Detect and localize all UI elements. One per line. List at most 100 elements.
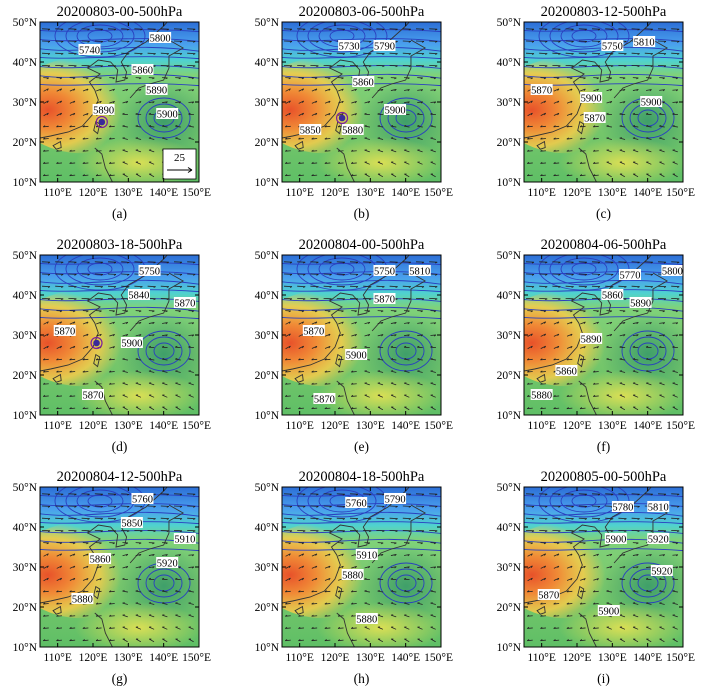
contour-label: 5920 (651, 567, 672, 578)
panel-h: 20200804-18-500hPa 5760 5790 5910 5880 5880 50… (255, 469, 453, 686)
x-tick-label: 110°E (43, 652, 71, 664)
panel-title: 20200804-12-500hPa (57, 469, 183, 485)
contour-label-bg (661, 265, 683, 276)
x-tick-label: 110°E (285, 652, 313, 664)
x-tick-label: 140°E (633, 652, 662, 664)
y-tick-label: 10°N (13, 410, 38, 422)
contour-label: 5890 (581, 335, 602, 346)
panel-title: 20200804-18-500hPa (299, 469, 425, 485)
contour-label: 5900 (641, 98, 662, 109)
contour-label-bg (145, 84, 168, 95)
x-tick-label: 150°E (666, 420, 695, 432)
x-tick-label: 150°E (666, 652, 695, 664)
y-tick-label: 20°N (497, 602, 522, 614)
contour-label-bg (650, 565, 673, 576)
y-tick-label: 20°N (255, 602, 280, 614)
contour-label-bg (338, 40, 361, 51)
y-tick-label: 40°N (255, 522, 280, 534)
panel-title: 20200803-00-500hPa (57, 4, 183, 20)
x-tick-label: 150°E (182, 420, 211, 432)
panel-label: (g) (112, 671, 128, 686)
y-tick-label: 30°N (13, 330, 38, 342)
x-tick-label: 110°E (527, 187, 555, 199)
x-tick-label: 130°E (114, 652, 143, 664)
y-tick-label: 50°N (255, 482, 280, 494)
x-tick-label: 140°E (391, 652, 420, 664)
panel-label: (c) (596, 206, 611, 221)
contour-label: 5800 (150, 34, 171, 45)
panel-label: (a) (112, 206, 127, 221)
x-tick-label: 120°E (563, 187, 592, 199)
contour-label: 5880 (356, 615, 377, 626)
contour-label-bg (633, 36, 656, 47)
contour-label-bg (120, 337, 143, 348)
contour-label: 5870 (174, 299, 195, 310)
x-tick-label: 130°E (598, 652, 627, 664)
contour-label-bg (619, 269, 641, 280)
reference-vector-value: 25 (174, 152, 186, 164)
contour-label-bg (138, 265, 161, 276)
panel-e: 20200804-00-500hPa 5750 5810 5870 5870 5900 58… (255, 237, 453, 454)
contour-label-bg (601, 289, 624, 300)
y-tick-label: 10°N (255, 177, 280, 189)
y-tick-label: 30°N (497, 562, 522, 574)
height-contours (524, 22, 683, 139)
contour-label-bg (355, 613, 378, 624)
y-tick-label: 10°N (255, 642, 280, 654)
x-tick-label: 120°E (563, 652, 592, 664)
y-tick-label: 30°N (497, 330, 522, 342)
panel-title: 20200805-00-500hPa (541, 469, 667, 485)
contour-label-bg (530, 84, 553, 95)
panel-title: 20200803-12-500hPa (541, 4, 667, 20)
contour-label: 5920 (157, 559, 178, 570)
panel-f: 20200804-06-500hPa 5770 5800 5860 5890 5890 58… (497, 237, 695, 454)
contour-label: 5870 (314, 395, 335, 406)
y-tick-label: 40°N (497, 290, 522, 302)
wind-vectors (283, 28, 438, 178)
typhoon-center-marker (338, 114, 346, 122)
y-tick-label: 50°N (497, 250, 522, 262)
y-tick-label: 50°N (255, 250, 280, 262)
panel-label: (h) (354, 671, 370, 686)
contour-label: 5850 (300, 126, 321, 137)
y-tick-label: 30°N (497, 97, 522, 109)
reference-vector-box (162, 148, 197, 180)
x-tick-label: 150°E (182, 187, 211, 199)
typhoon-ring (335, 111, 349, 125)
contour-label-bg (345, 349, 368, 360)
contour-label: 5780 (612, 503, 633, 514)
contour-label: 5910 (356, 551, 377, 562)
contour-label-bg (597, 605, 620, 616)
y-tick-label: 40°N (497, 522, 522, 534)
contour-label-bg (313, 393, 336, 404)
contour-label: 5870 (584, 114, 605, 125)
contour-label: 5860 (556, 367, 577, 378)
y-tick-label: 40°N (13, 522, 38, 534)
contour-label-bg (131, 64, 154, 75)
y-tick-label: 10°N (13, 177, 38, 189)
y-tick-label: 30°N (13, 97, 38, 109)
x-tick-label: 140°E (391, 420, 420, 432)
contour-label: 5790 (385, 495, 406, 506)
panel-i: 20200805-00-500hPa 5780 5810 5900 5920 5920 58… (497, 469, 695, 686)
contour-label-bg (373, 40, 396, 51)
contour-label-bg (611, 501, 634, 512)
x-tick-label: 150°E (424, 420, 453, 432)
x-tick-label: 150°E (424, 187, 453, 199)
y-tick-label: 20°N (13, 602, 38, 614)
panel-label: (f) (597, 439, 611, 454)
x-tick-label: 110°E (285, 420, 313, 432)
map-area: 5770 5800 5860 5890 5890 5860 5880 (524, 255, 683, 415)
contour-label: 5880 (531, 391, 552, 402)
y-tick-label: 40°N (497, 57, 522, 69)
contour-label: 5750 (602, 42, 623, 53)
y-tick-label: 10°N (255, 410, 280, 422)
y-tick-label: 20°N (13, 370, 38, 382)
x-tick-label: 140°E (391, 187, 420, 199)
contour-label: 5890 (146, 86, 167, 97)
contour-label: 5900 (385, 106, 406, 117)
x-tick-label: 150°E (666, 187, 695, 199)
contour-label-bg (53, 325, 76, 336)
contour-label: 5870 (83, 391, 104, 402)
x-tick-label: 140°E (633, 187, 662, 199)
